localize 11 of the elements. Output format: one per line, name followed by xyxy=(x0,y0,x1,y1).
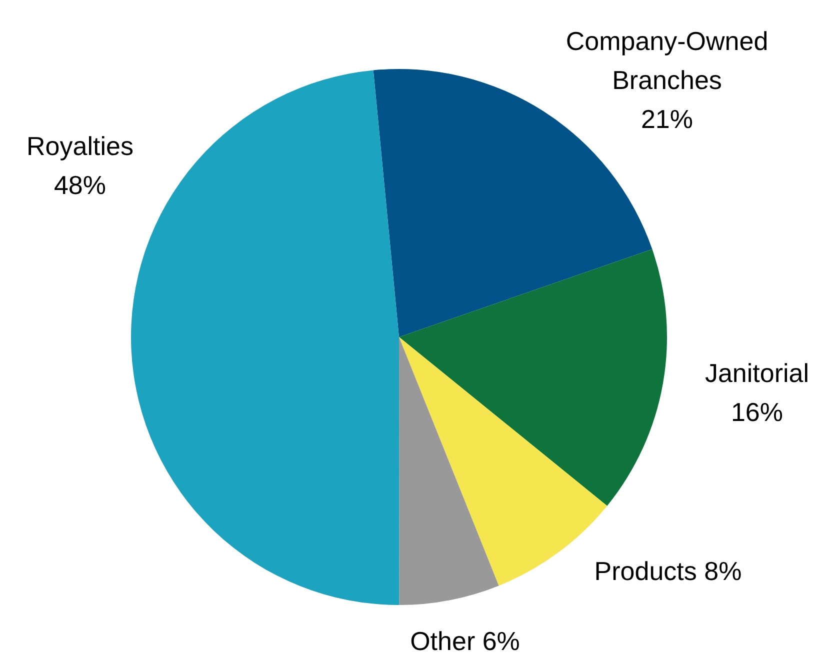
slice-label: Royalties xyxy=(26,131,134,161)
slice-label: Company-Owned Branches xyxy=(566,26,768,95)
slice-label: Other 6% xyxy=(410,626,520,656)
pie-slice xyxy=(399,249,667,506)
data-label: 16% xyxy=(730,397,784,427)
slice-label: Janitorial xyxy=(704,358,810,388)
slice-label: Products 8% xyxy=(594,556,742,586)
data-label: 48% xyxy=(54,170,106,200)
data-label: 21% xyxy=(640,104,694,134)
pie-slice xyxy=(131,70,400,605)
pie-slice xyxy=(399,337,499,605)
